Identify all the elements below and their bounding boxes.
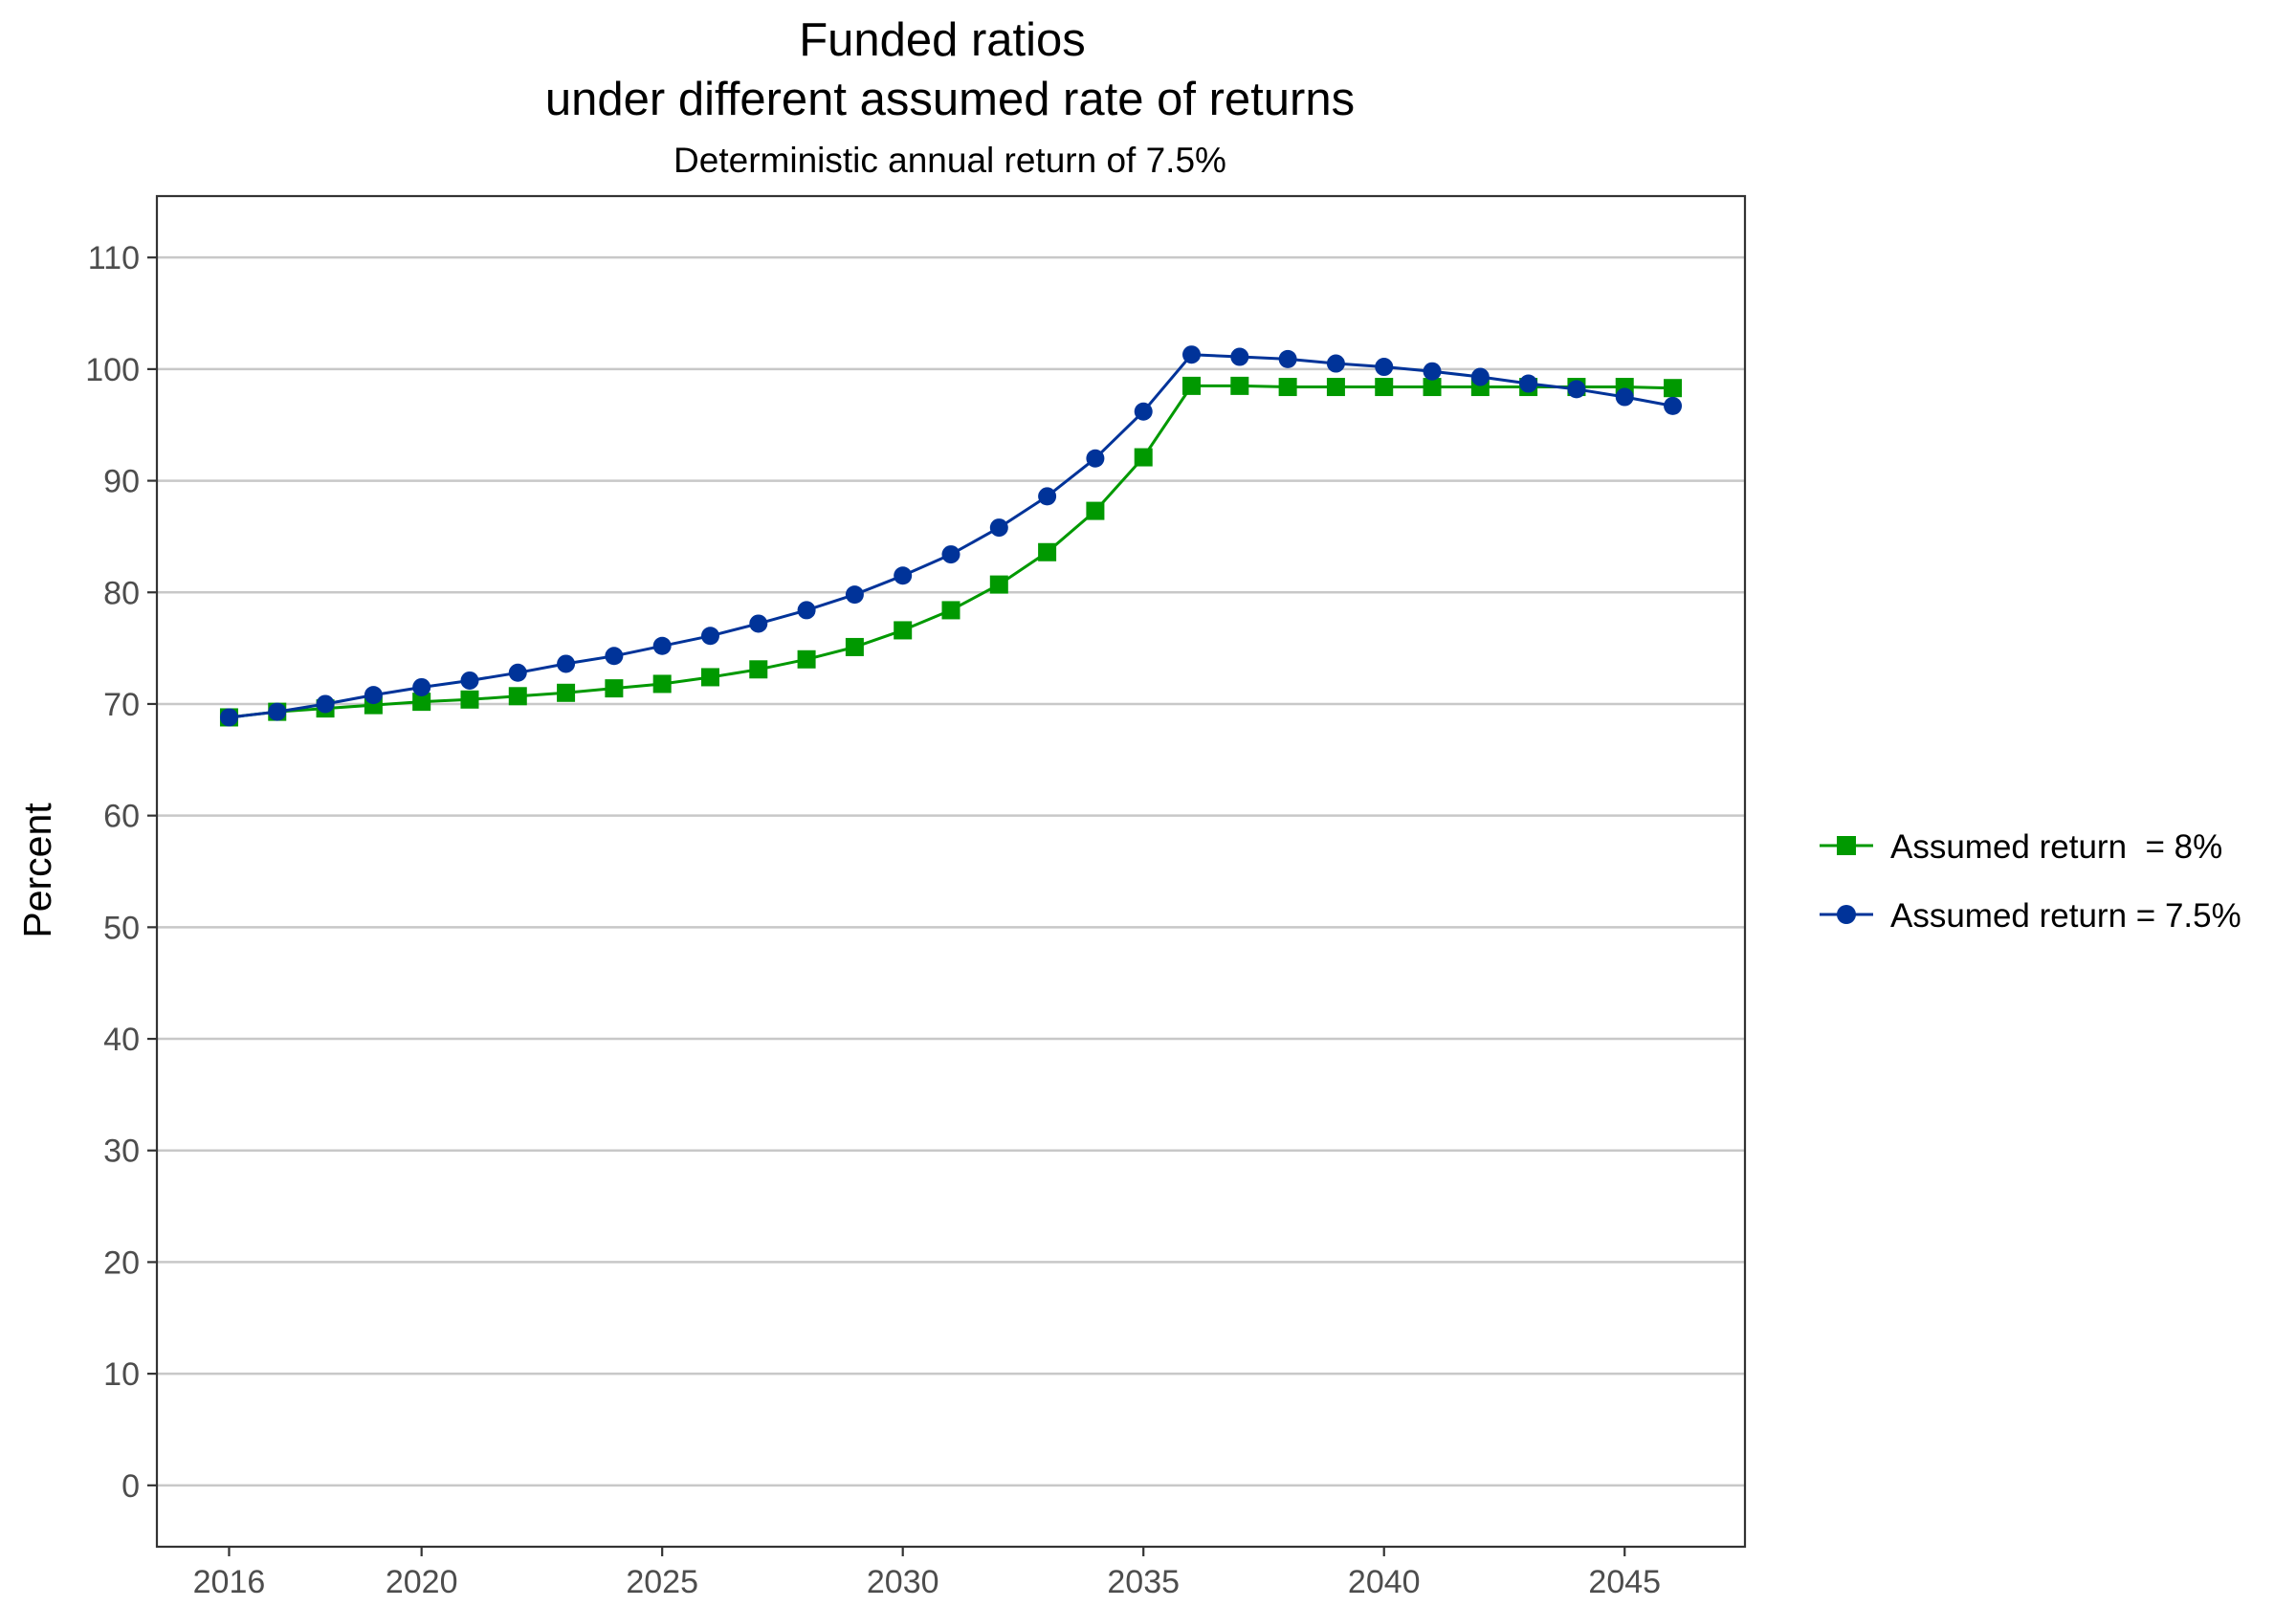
x-tick-label: 2035: [1107, 1564, 1180, 1600]
data-point: [797, 649, 816, 669]
data-point: [652, 674, 672, 693]
data-point: [845, 585, 864, 605]
y-tick-label: 40: [103, 1022, 140, 1058]
data-point: [460, 690, 479, 709]
data-point: [989, 518, 1008, 538]
legend-item-8pct: Assumed return = 8%: [1820, 828, 2222, 866]
data-point: [268, 702, 287, 721]
data-point: [1423, 362, 1442, 381]
data-point: [797, 601, 816, 620]
plot-panel-border: [155, 194, 1747, 1549]
data-point: [605, 647, 624, 666]
data-point: [508, 663, 527, 682]
data-point: [1278, 349, 1297, 368]
data-point: [460, 671, 479, 690]
data-point: [1615, 387, 1634, 407]
data-point: [605, 679, 624, 698]
x-tick-label: 2016: [193, 1564, 266, 1600]
legend-circle-marker: [1837, 905, 1856, 924]
y-tick-label: 60: [103, 799, 140, 835]
data-point: [1664, 379, 1683, 398]
y-axis-label: Percent: [15, 803, 59, 938]
chart-title-line2: under different assumed rate of returns: [545, 74, 1355, 125]
x-tick-label: 2030: [867, 1564, 939, 1600]
series-line: [229, 353, 1673, 719]
data-point: [1182, 345, 1202, 364]
data-point: [941, 601, 960, 620]
data-point: [412, 677, 431, 696]
y-axis: 0 10 20 30 40 50 60 70 80 90 100 110: [85, 240, 157, 1505]
data-point: [894, 621, 913, 640]
data-point: [557, 683, 576, 702]
legend-square-marker: [1837, 836, 1856, 855]
data-point: [749, 660, 768, 679]
data-point: [1134, 448, 1153, 467]
y-tick-label: 50: [103, 910, 140, 946]
data-point: [508, 687, 527, 706]
x-axis: 2016 2020 2025 2030 2035 2040 2045: [193, 1547, 1661, 1600]
data-point: [1375, 358, 1394, 377]
data-point: [1375, 378, 1394, 397]
data-point: [989, 575, 1008, 594]
data-point: [1519, 374, 1538, 393]
data-point: [557, 654, 576, 673]
data-point: [1038, 487, 1057, 506]
data-point: [1086, 501, 1105, 520]
legend-label-7-5pct: Assumed return = 7.5%: [1890, 897, 2241, 935]
series-1: [219, 345, 1683, 727]
data-point: [1230, 347, 1249, 366]
chart-title: Funded ratios: [799, 14, 1086, 66]
data-point: [1278, 378, 1297, 397]
data-point: [845, 637, 864, 656]
legend: Assumed return = 8% Assumed return = 7.5…: [1820, 828, 2241, 935]
x-tick-label: 2020: [386, 1564, 458, 1600]
data-point: [1326, 378, 1345, 397]
y-tick-label: 20: [103, 1244, 140, 1281]
gridlines: [157, 255, 1745, 1487]
data-point: [941, 545, 960, 564]
legend-label-8pct: Assumed return = 8%: [1890, 828, 2222, 866]
y-tick-label: 70: [103, 687, 140, 723]
data-point: [1182, 376, 1202, 395]
data-point: [1567, 380, 1586, 399]
data-point: [749, 614, 768, 633]
y-tick-label: 80: [103, 575, 140, 611]
data-point: [1230, 376, 1249, 395]
y-tick-label: 90: [103, 464, 140, 500]
data-point: [894, 566, 913, 585]
legend-item-7-5pct: Assumed return = 7.5%: [1820, 897, 2241, 935]
data-point: [219, 708, 238, 727]
data-point: [412, 693, 431, 712]
data-point: [1664, 396, 1683, 415]
x-tick-label: 2045: [1588, 1564, 1661, 1600]
data-point: [316, 694, 335, 714]
y-tick-label: 100: [85, 352, 140, 388]
data-point: [700, 668, 719, 687]
y-tick-label: 10: [103, 1356, 140, 1393]
x-tick-label: 2025: [626, 1564, 698, 1600]
data-point: [1086, 449, 1105, 468]
y-tick-label: 30: [103, 1134, 140, 1170]
data-point: [700, 627, 719, 646]
data-point: [1038, 542, 1057, 561]
data-point: [1423, 378, 1442, 397]
data-point: [1470, 367, 1490, 386]
chart-subtitle: Deterministic annual return of 7.5%: [673, 141, 1226, 180]
y-tick-label: 110: [88, 240, 140, 276]
data-point: [652, 636, 672, 655]
plot-series: [219, 345, 1683, 727]
data-point: [364, 686, 383, 705]
y-tick-label: 0: [121, 1468, 140, 1505]
data-point: [1134, 402, 1153, 421]
data-point: [1326, 354, 1345, 373]
x-tick-label: 2040: [1348, 1564, 1421, 1600]
